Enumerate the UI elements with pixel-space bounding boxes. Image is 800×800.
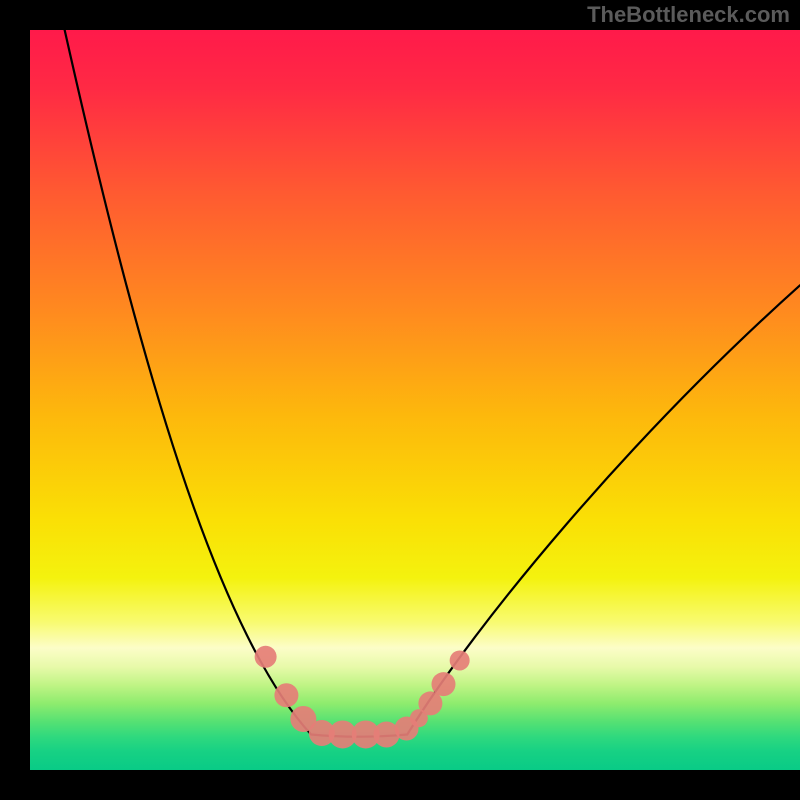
chart-container: TheBottleneck.com	[0, 0, 800, 800]
curve-marker	[431, 672, 455, 696]
curve-marker	[450, 650, 470, 670]
bottleneck-curve-chart	[0, 0, 800, 800]
curve-marker	[255, 646, 277, 668]
watermark-text: TheBottleneck.com	[587, 2, 790, 28]
curve-marker	[274, 683, 298, 707]
plot-background-gradient	[30, 30, 800, 770]
